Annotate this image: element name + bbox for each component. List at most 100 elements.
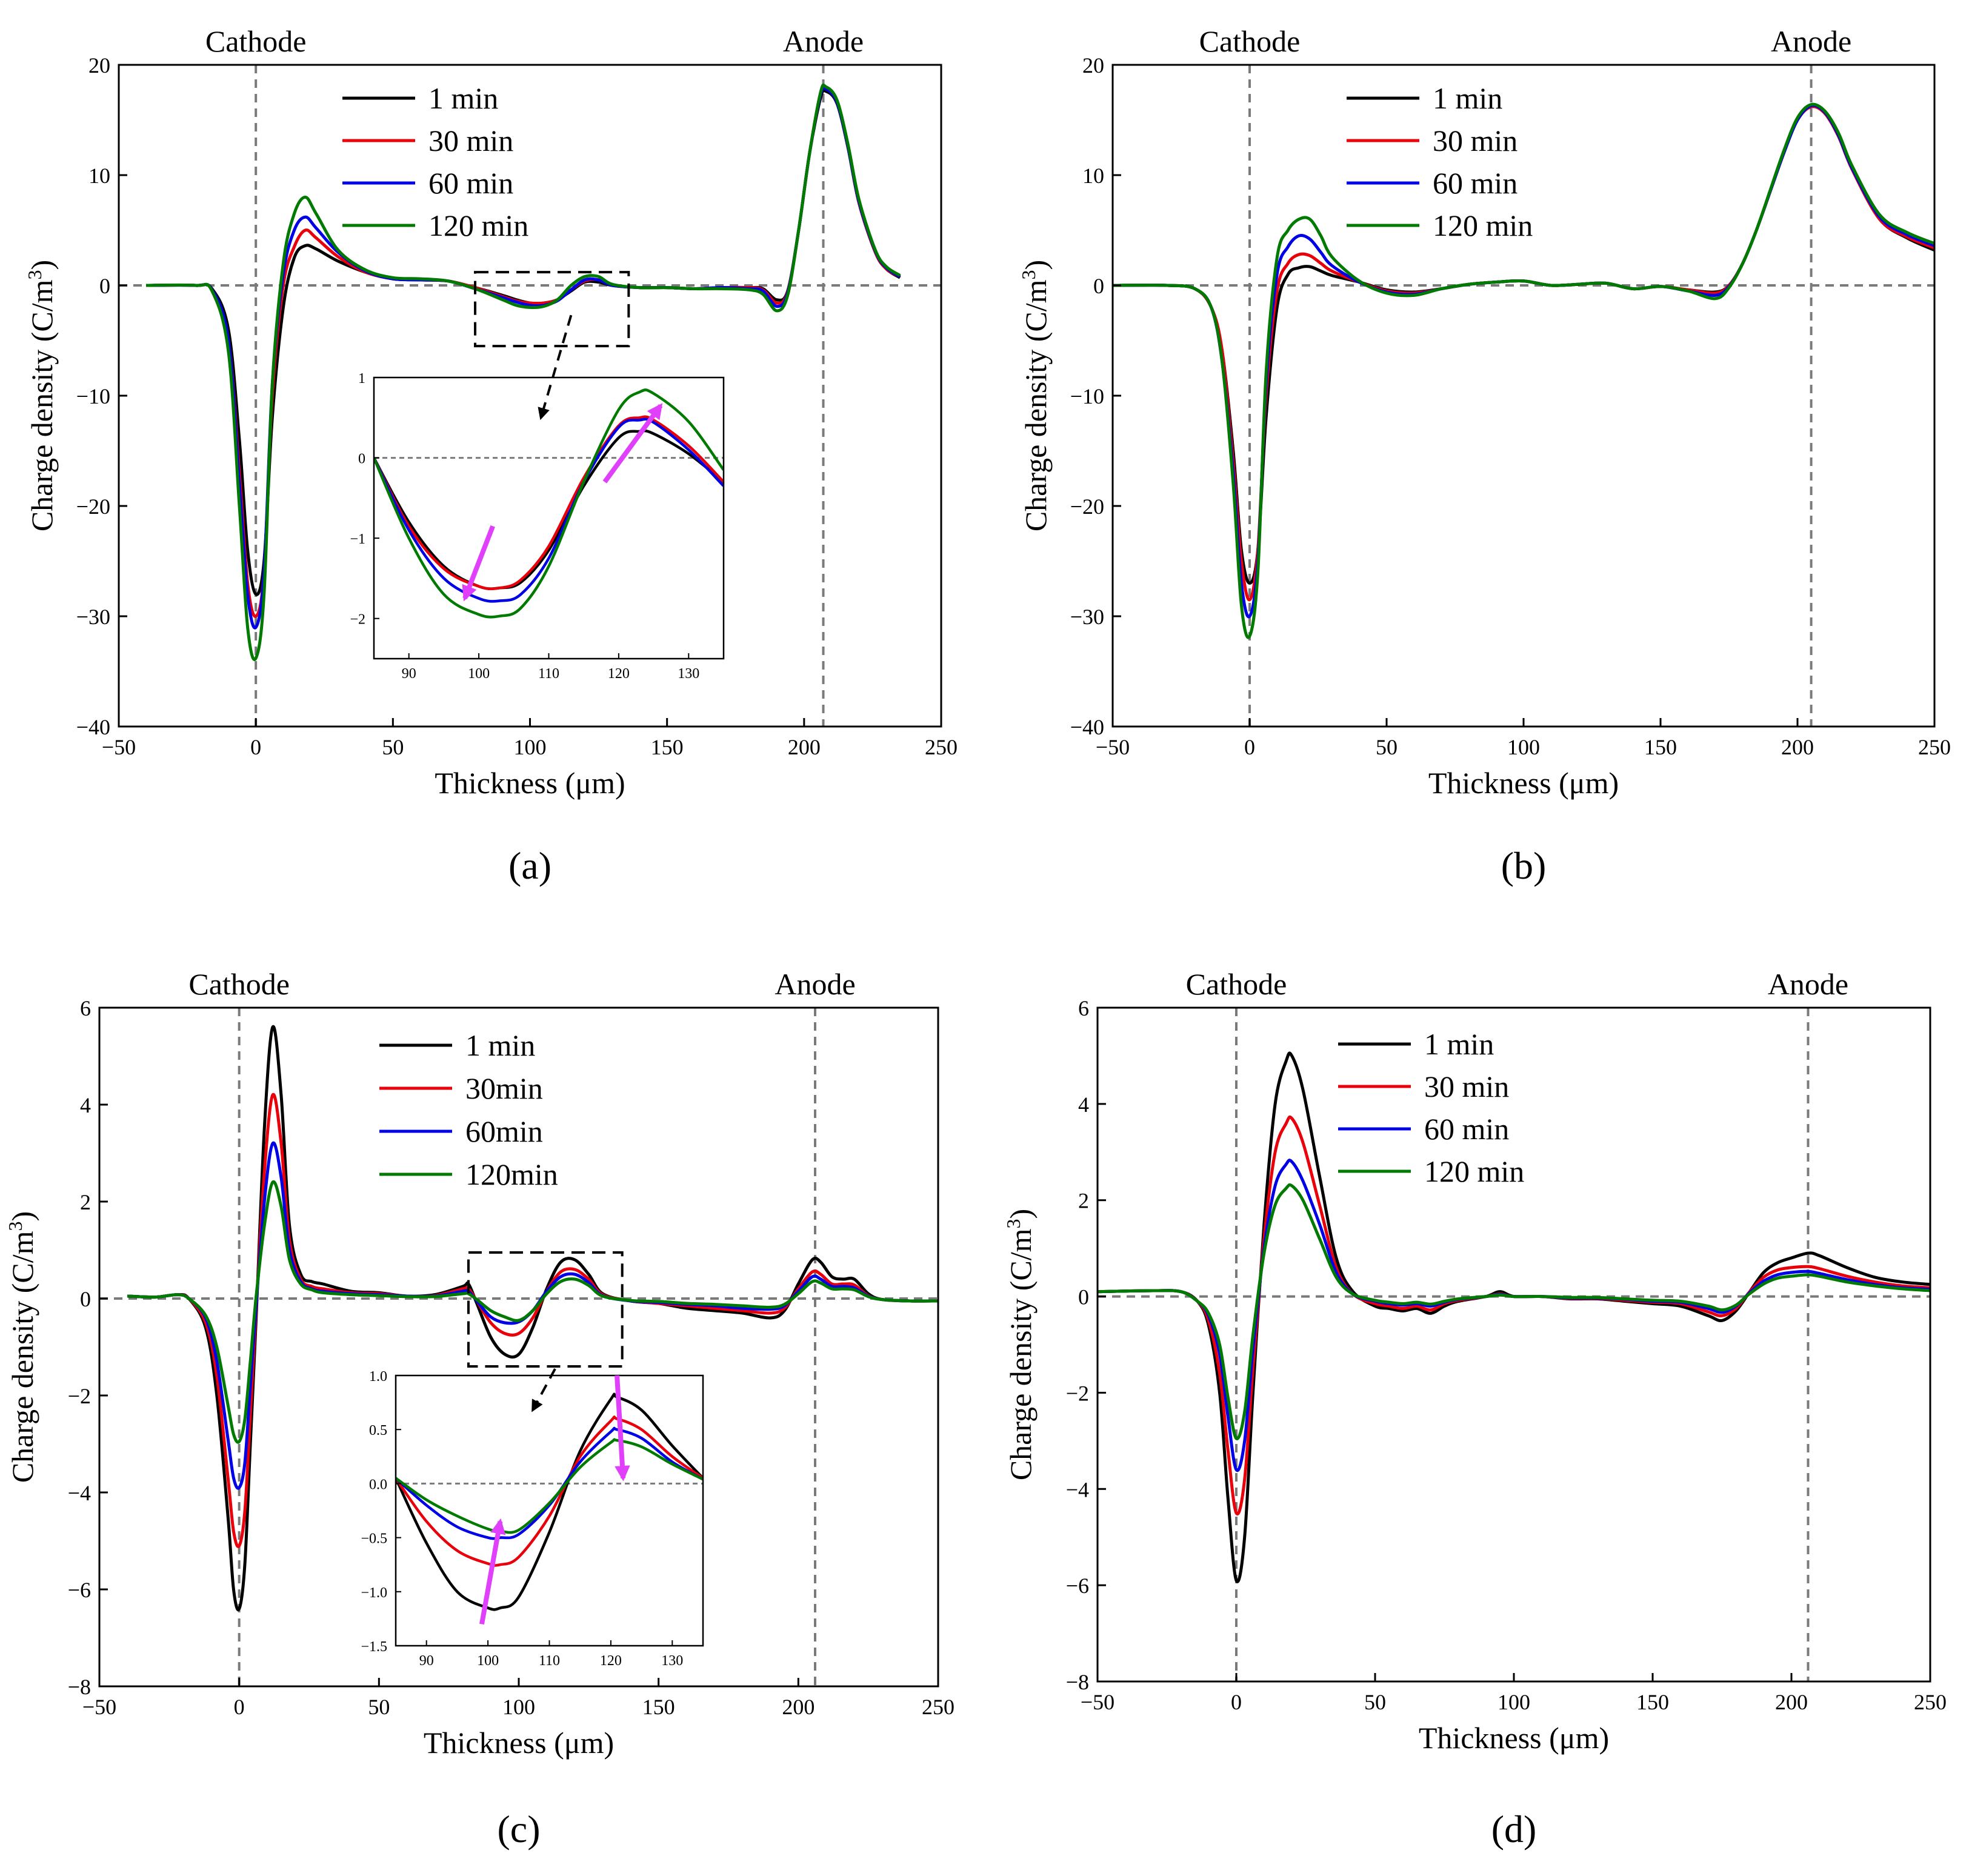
plot-frame xyxy=(1111,64,1936,728)
x-tick-label: 50 xyxy=(368,1695,390,1719)
zoom-pointer-arrow xyxy=(531,1368,556,1412)
legend-label: 1 min xyxy=(1433,81,1502,115)
x-tick-label: 150 xyxy=(1636,1690,1669,1714)
trend-arrow xyxy=(615,1375,630,1482)
anode-label: Anode xyxy=(783,24,864,58)
y-tick-label: 0 xyxy=(1093,274,1104,298)
inset-series-line xyxy=(374,429,724,590)
y-tick-label: 20 xyxy=(1082,53,1104,78)
trend-arrow xyxy=(479,1518,506,1625)
x-tick-label: −50 xyxy=(1096,735,1130,759)
legend: 1 min 30 min 60 min 120 min xyxy=(1347,81,1533,242)
x-tick-label: 100 xyxy=(514,735,547,759)
y-tick-label: 4 xyxy=(1078,1093,1089,1117)
y-tick-label: 20 xyxy=(88,53,110,78)
inset-x-tick-label: 120 xyxy=(600,1653,622,1669)
inset-x-tick-label: 110 xyxy=(539,1653,560,1669)
zoom-box xyxy=(467,1251,624,1368)
y-tick-label: 6 xyxy=(1078,996,1089,1020)
cathode-label: Cathode xyxy=(205,24,307,58)
cathode-label: Cathode xyxy=(188,967,290,1001)
y-tick-label: −10 xyxy=(1070,384,1104,408)
inset-y-tick-label: 0.5 xyxy=(369,1423,387,1439)
inset-y-tick-label: −2 xyxy=(350,612,365,628)
legend: 1 min 30 min 60 min 120 min xyxy=(342,81,528,242)
y-tick-label: −20 xyxy=(76,494,110,519)
legend-label: 30 min xyxy=(428,124,513,158)
x-tick-label: 50 xyxy=(382,735,404,759)
inset-zoom: 90 100 110 120 130 −2 −1 0 1 xyxy=(350,371,725,682)
x-tick-label: 250 xyxy=(922,1695,955,1719)
y-tick-label: 4 xyxy=(80,1093,91,1117)
series-line-120-min xyxy=(1098,1183,1930,1440)
panel-label: (d) xyxy=(1491,1808,1537,1851)
x-tick-label: 100 xyxy=(502,1695,535,1719)
x-axis-label: Thickness (μm) xyxy=(1419,1721,1609,1755)
y-axis-label: Charge density (C/m3) xyxy=(1002,1209,1038,1480)
inset-background xyxy=(374,378,724,659)
x-tick-label: 250 xyxy=(1918,735,1951,759)
inset-y-tick-label: 1 xyxy=(358,371,365,387)
legend-label: 120min xyxy=(465,1157,558,1191)
y-axis-label: Charge density (C/m3) xyxy=(4,1211,39,1483)
x-tick-label: 50 xyxy=(1376,735,1398,759)
chart-panel-3: −50 0 50 100 150 200 250 −8 −6 −4 −2 0 2 4 6 Thickness … xyxy=(4,967,955,1851)
legend-label: 60 min xyxy=(428,166,513,200)
x-tick-label: 150 xyxy=(1644,735,1677,759)
x-tick-label: 200 xyxy=(782,1695,815,1719)
inset-x-tick-label: 100 xyxy=(468,666,490,682)
panel-label: (c) xyxy=(497,1808,540,1851)
legend-label: 1 min xyxy=(428,81,498,115)
y-tick-label: 10 xyxy=(1082,164,1104,188)
panel-label: (a) xyxy=(508,844,551,887)
inset-x-tick-label: 90 xyxy=(402,666,416,682)
inset-x-tick-label: 130 xyxy=(661,1653,683,1669)
legend-label: 1 min xyxy=(1424,1027,1494,1061)
legend-label: 60 min xyxy=(1424,1112,1509,1146)
inset-x-tick-label: 120 xyxy=(608,666,630,682)
inset-x-tick-label: 130 xyxy=(678,666,699,682)
inset-series-line xyxy=(396,1426,703,1540)
x-tick-label: 150 xyxy=(642,1695,675,1719)
x-tick-label: 0 xyxy=(250,735,261,759)
y-tick-label: 0 xyxy=(80,1287,91,1311)
legend: 1 min 30 min 60 min 120 min xyxy=(1338,1027,1524,1188)
x-tick-label: 200 xyxy=(788,735,821,759)
x-tick-label: 250 xyxy=(1914,1690,1947,1714)
y-tick-label: 0 xyxy=(1078,1285,1089,1309)
y-tick-label: −2 xyxy=(1066,1381,1089,1405)
y-tick-label: 0 xyxy=(99,274,110,298)
inset-y-tick-label: −0.5 xyxy=(361,1531,387,1547)
x-tick-label: 0 xyxy=(1244,735,1255,759)
x-tick-label: 50 xyxy=(1364,1690,1386,1714)
inset-series-line xyxy=(396,1438,703,1534)
y-tick-label: 2 xyxy=(80,1190,91,1214)
y-tick-label: −30 xyxy=(1070,605,1104,629)
inset-background xyxy=(396,1375,703,1646)
x-tick-label: 250 xyxy=(925,735,958,759)
inset-x-tick-label: 110 xyxy=(538,666,559,682)
series-line-30-min xyxy=(1098,1115,1930,1515)
inset-x-tick-label: 90 xyxy=(419,1653,434,1669)
inset-y-tick-label: −1 xyxy=(350,531,365,547)
inset-x-tick-label: 100 xyxy=(477,1653,499,1669)
zoom-box xyxy=(474,271,630,348)
legend-label: 1 min xyxy=(465,1028,535,1062)
y-tick-label: −8 xyxy=(1066,1670,1089,1694)
legend-label: 60 min xyxy=(1433,166,1518,200)
y-tick-label: −20 xyxy=(1070,494,1104,519)
x-tick-label: 0 xyxy=(234,1695,245,1719)
x-axis-label: Thickness (μm) xyxy=(424,1726,614,1760)
inset-series-line xyxy=(374,417,724,603)
panel-label: (b) xyxy=(1501,844,1547,887)
chart-panel-2: −50 0 50 100 150 200 250 −40 −30 −20 −10 0 10 20 Thick… xyxy=(1018,24,1951,887)
chart-panel-4: −50 0 50 100 150 200 250 −8 −6 −4 −2 0 2 4 6 Thickness … xyxy=(1002,967,1947,1851)
legend-label: 60min xyxy=(465,1114,543,1148)
series-line-120min xyxy=(127,1180,938,1444)
legend-label: 120 min xyxy=(1433,208,1533,242)
y-tick-label: 10 xyxy=(88,164,110,188)
inset-y-tick-label: 1.0 xyxy=(369,1369,387,1385)
inset-zoom: 90 100 110 120 130 −1.5 −1.0 −0.5 0.0 0.5 1.0 xyxy=(361,1369,704,1669)
legend-label: 30 min xyxy=(1433,124,1518,158)
